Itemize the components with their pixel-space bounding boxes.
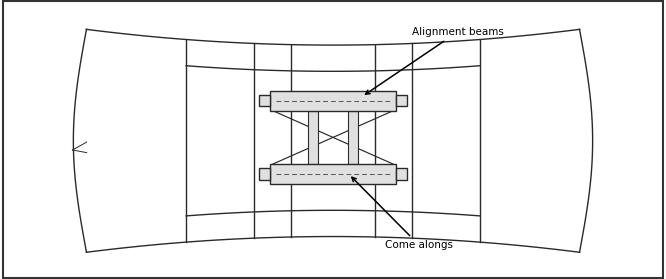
- Bar: [308, 111, 318, 164]
- Bar: [396, 168, 408, 180]
- Bar: [270, 91, 396, 111]
- Bar: [396, 95, 408, 107]
- Bar: [348, 111, 358, 164]
- Bar: [270, 164, 396, 184]
- Text: Come alongs: Come alongs: [352, 177, 454, 251]
- Text: Alignment beams: Alignment beams: [366, 27, 503, 94]
- Bar: [258, 95, 270, 107]
- Bar: [258, 168, 270, 180]
